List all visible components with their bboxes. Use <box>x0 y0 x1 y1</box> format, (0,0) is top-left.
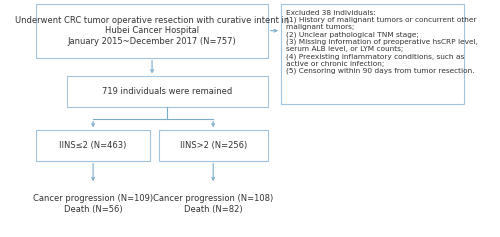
Text: Cancer progression (N=109)
Death (N=56): Cancer progression (N=109) Death (N=56) <box>33 194 153 214</box>
Text: IINS>2 (N=256): IINS>2 (N=256) <box>180 141 247 150</box>
FancyBboxPatch shape <box>281 4 464 105</box>
FancyBboxPatch shape <box>36 130 150 161</box>
FancyBboxPatch shape <box>36 4 268 58</box>
Text: Excluded 38 individuals:
(1) History of malignant tumors or concurrent other
mal: Excluded 38 individuals: (1) History of … <box>286 9 478 74</box>
Text: IINS≤2 (N=463): IINS≤2 (N=463) <box>60 141 127 150</box>
Text: Underwent CRC tumor operative resection with curative intent in
Hubei Cancer Hos: Underwent CRC tumor operative resection … <box>15 16 289 46</box>
FancyBboxPatch shape <box>158 130 268 161</box>
Text: 719 individuals were remained: 719 individuals were remained <box>102 87 232 96</box>
Text: Cancer progression (N=108)
Death (N=82): Cancer progression (N=108) Death (N=82) <box>153 194 274 214</box>
FancyBboxPatch shape <box>67 76 268 107</box>
